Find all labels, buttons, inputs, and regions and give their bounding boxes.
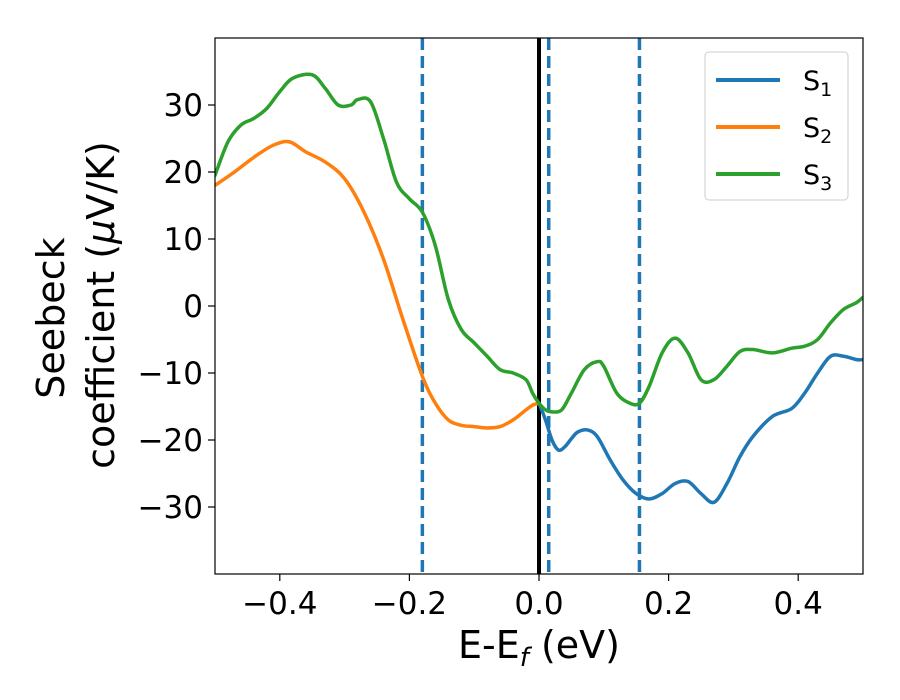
- y-tick-label: 0: [183, 289, 203, 325]
- x-axis-label: E-Ef (eV): [458, 623, 620, 673]
- x-tick-label: 0.0: [514, 586, 563, 622]
- y-tick-label: −30: [138, 490, 203, 526]
- x-tick-label: −0.4: [242, 586, 317, 622]
- y-tick-label: 10: [164, 222, 203, 258]
- x-axis-ticks: −0.4 −0.2 0.0 0.2 0.4: [242, 574, 823, 622]
- legend-label-s3: S3: [803, 160, 832, 195]
- y-axis-label-line2: coefficient (μV/K): [79, 141, 123, 469]
- y-tick-label: 30: [164, 88, 203, 124]
- y-tick-label: −20: [138, 423, 203, 459]
- y-tick-label: −10: [138, 356, 203, 392]
- vertical-lines: [420, 38, 642, 574]
- y-axis-ticks: −30 −20 −10 0 10 20 30: [138, 88, 215, 526]
- series-lines: [215, 72, 863, 505]
- series-line-s3: [215, 72, 863, 414]
- legend: S1 S2 S3: [704, 51, 849, 201]
- y-axis-label: Seebeck coefficient (μV/K): [29, 141, 123, 469]
- x-tick-label: 0.4: [774, 586, 823, 622]
- legend-label-s1: S1: [803, 66, 832, 101]
- y-axis-label-line1: Seebeck: [29, 237, 73, 398]
- series-line-s2: [215, 139, 541, 430]
- series-line-s1: [537, 353, 863, 505]
- x-tick-label: −0.2: [372, 586, 447, 622]
- y-tick-label: 20: [164, 155, 203, 191]
- x-tick-label: 0.2: [644, 586, 693, 622]
- legend-label-s2: S2: [803, 113, 832, 148]
